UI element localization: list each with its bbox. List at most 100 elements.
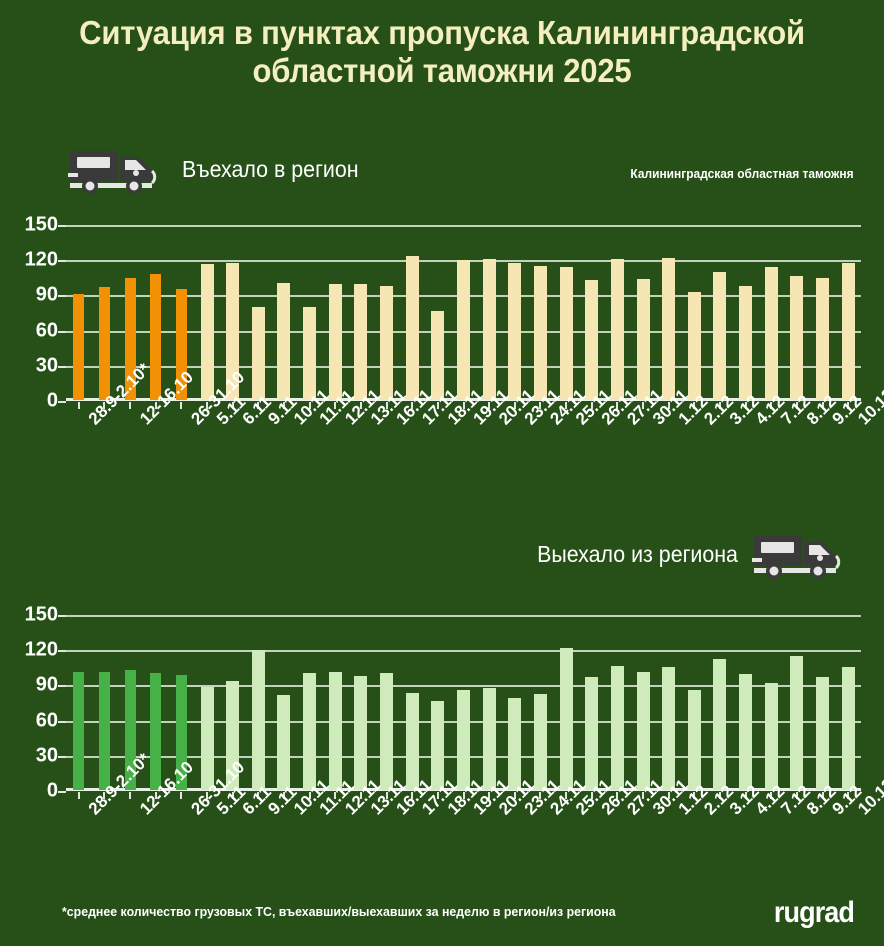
bar	[405, 692, 419, 790]
y-axis-tick-label: 120	[24, 638, 58, 661]
y-axis-tick	[58, 365, 66, 368]
x-axis-tick	[462, 402, 465, 409]
bar	[457, 260, 470, 400]
bar	[354, 283, 368, 400]
x-axis-tick	[282, 792, 285, 799]
bar	[739, 673, 753, 790]
x-axis-tick-label: 5.11	[213, 782, 250, 819]
bar	[687, 690, 701, 790]
bar	[175, 288, 187, 400]
bar	[380, 672, 394, 790]
bar	[251, 650, 265, 790]
chart-entered-region: 0 30 60 90 120 150 28.9-2.10* 12-16.10 26-31.10…	[0, 214, 884, 515]
y-axis-tick-label: 90	[35, 283, 58, 306]
bar	[405, 255, 419, 400]
truck-icon	[752, 536, 841, 579]
bar	[73, 671, 85, 790]
x-axis-tick	[718, 792, 721, 799]
x-axis-tick-label: 12.11	[341, 775, 385, 819]
x-axis-tick	[616, 792, 619, 799]
bar	[687, 292, 701, 400]
section-label-out: Выехало из региона	[537, 540, 738, 567]
x-axis-tick	[616, 402, 619, 409]
y-axis-labels-chart2: 0 30 60 90 120 150	[0, 604, 58, 802]
y-axis-tick-label: 90	[35, 673, 58, 696]
x-axis-tick-label: 11.11	[315, 386, 358, 429]
source-label: Калининградская областная таможня	[630, 166, 854, 181]
y-axis-tick	[58, 615, 66, 617]
x-axis-tick	[308, 792, 311, 799]
y-axis-tick-label: 30	[35, 354, 58, 377]
x-axis-tick-label: 12-16.10	[136, 367, 198, 429]
section-label-in: Въехало в регион	[182, 155, 359, 182]
x-axis-tick	[565, 402, 568, 409]
bar	[431, 700, 445, 790]
x-axis-tick	[795, 792, 798, 799]
y-axis-tick	[58, 755, 66, 758]
x-axis-tick	[231, 792, 234, 799]
x-axis-tick	[693, 402, 696, 409]
x-axis-tick	[821, 792, 824, 799]
bar	[764, 267, 778, 400]
y-axis-tick	[58, 650, 66, 653]
x-axis-tick-label: 24.11	[546, 775, 590, 819]
y-axis-tick-label: 30	[35, 744, 58, 767]
x-axis-tick	[103, 792, 106, 799]
x-axis-tick-label: 18.11	[443, 385, 487, 429]
x-axis-tick-label: 13.11	[366, 385, 410, 429]
x-axis-tick-label: 23.11	[520, 385, 564, 429]
x-axis-tick-label: 28.9-2.10*	[84, 749, 154, 819]
x-axis-tick	[103, 402, 106, 409]
bar	[328, 283, 342, 400]
x-axis-tick-label: 27.11	[623, 385, 667, 429]
x-axis-tick-label: 19.11	[469, 385, 513, 429]
x-axis-tick-label: 20.11	[495, 385, 539, 429]
x-axis-tick	[488, 402, 491, 409]
gridline	[66, 650, 861, 653]
y-axis-tick	[58, 295, 66, 298]
x-axis-tick-label: 7.12	[777, 781, 815, 819]
x-axis-tick-label: 19.11	[469, 775, 513, 819]
page-title: Ситуация в пунктах пропуска Калининградс…	[79, 14, 805, 89]
x-axis-tick	[154, 792, 157, 799]
x-axis-tick	[411, 792, 414, 799]
x-axis-tick	[359, 402, 362, 409]
x-axis-tick-label: 4.12	[751, 391, 789, 429]
bar	[816, 677, 830, 790]
x-axis-tick-label: 9.12	[828, 781, 866, 819]
x-axis-tick	[718, 402, 721, 409]
x-axis-tick	[744, 792, 747, 799]
x-axis-tick-label: 9.11	[264, 782, 301, 819]
bar	[636, 671, 650, 790]
x-axis-tick-label: 28.9-2.10*	[84, 359, 154, 429]
x-axis-tick	[129, 402, 132, 409]
x-axis-tick	[744, 402, 747, 409]
x-axis-tick	[411, 402, 414, 409]
bar	[816, 277, 830, 400]
x-axis-tick	[539, 792, 542, 799]
y-axis-tick	[58, 720, 66, 723]
x-axis-tick	[77, 402, 80, 409]
x-axis-tick	[359, 792, 362, 799]
x-axis-tick-label: 6.11	[238, 392, 275, 429]
y-axis-tick-label: 60	[35, 319, 58, 342]
x-axis-tick-label: 12.11	[341, 385, 385, 429]
x-axis-tick	[129, 792, 132, 799]
plot-area-chart2	[58, 615, 861, 799]
bar	[482, 687, 496, 790]
bar	[226, 680, 240, 790]
plot-area-chart1	[58, 225, 861, 409]
y-axis-tick	[58, 330, 66, 333]
x-axis-tick-label: 11.11	[315, 776, 358, 819]
x-axis-tick-label: 3.12	[725, 391, 763, 429]
x-axis-tick	[565, 792, 568, 799]
bar	[841, 262, 855, 400]
bar	[98, 287, 110, 400]
y-axis-tick-label: 120	[24, 248, 58, 271]
y-axis-labels-chart1: 0 30 60 90 120 150	[0, 214, 58, 412]
bar	[457, 690, 470, 790]
bar	[124, 277, 136, 400]
x-axis-tick	[590, 402, 593, 409]
x-axis-tick	[513, 792, 516, 799]
